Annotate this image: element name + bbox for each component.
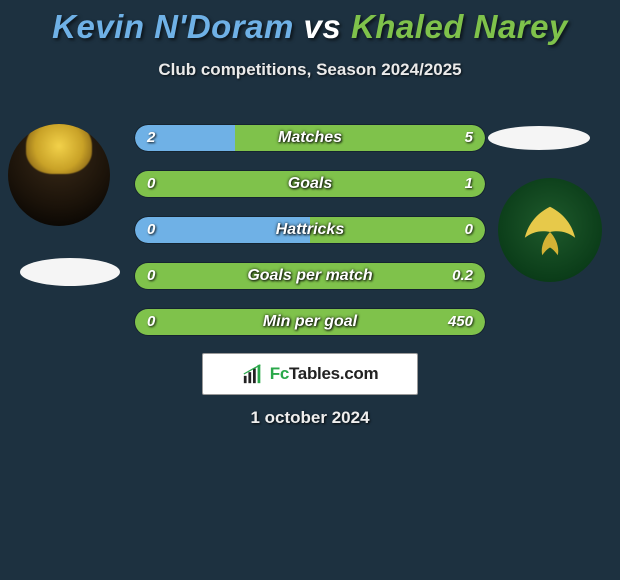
bar-chart-icon	[242, 363, 264, 385]
snapshot-date: 1 october 2024	[0, 408, 620, 428]
metric-row: Hattricks00	[135, 217, 485, 243]
vs-separator: vs	[304, 8, 342, 45]
comparison-title: Kevin N'Doram vs Khaled Narey	[0, 0, 620, 46]
eagle-icon	[519, 199, 581, 261]
metric-row: Goals01	[135, 171, 485, 197]
metric-row: Min per goal0450	[135, 309, 485, 335]
metric-bar-right	[310, 217, 485, 243]
player-a-name: Kevin N'Doram	[52, 8, 294, 45]
player-a-avatar	[8, 124, 110, 226]
metric-bar-left	[135, 217, 310, 243]
player-a-club-badge	[20, 258, 120, 286]
metric-row: Matches25	[135, 125, 485, 151]
player-b-flag-badge	[488, 126, 590, 150]
player-b-name: Khaled Narey	[351, 8, 568, 45]
brand-box[interactable]: FcTables.com	[202, 353, 418, 395]
metric-row: Goals per match00.2	[135, 263, 485, 289]
comparison-bars: Matches25 Goals01 Hattricks00 Goals per mat…	[135, 125, 485, 355]
metric-bar-right	[135, 171, 485, 197]
player-b-club-crest	[498, 178, 602, 282]
brand-text: FcTables.com	[270, 364, 379, 384]
subtitle: Club competitions, Season 2024/2025	[0, 60, 620, 80]
metric-bar-right	[135, 263, 485, 289]
metric-bar-right	[135, 309, 485, 335]
metric-bar-right	[235, 125, 485, 151]
metric-bar-left	[135, 125, 235, 151]
